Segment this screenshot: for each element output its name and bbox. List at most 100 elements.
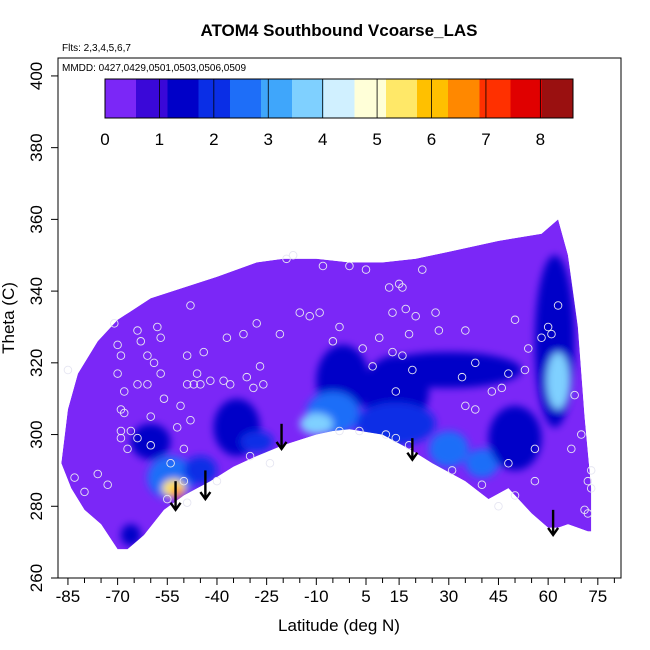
sample-point xyxy=(156,369,165,378)
sample-point xyxy=(487,387,497,396)
sample-point xyxy=(315,308,324,317)
colorbar-tick-label: 0 xyxy=(100,130,109,149)
sample-point xyxy=(172,423,182,432)
sample-point xyxy=(275,329,285,339)
sample-point xyxy=(153,322,162,332)
sample-point xyxy=(447,466,457,475)
hotspot xyxy=(488,405,542,471)
sample-point xyxy=(530,444,540,454)
sample-point xyxy=(361,265,371,274)
sample-point xyxy=(80,487,89,497)
sample-point xyxy=(143,351,152,360)
sample-point xyxy=(245,451,255,461)
colorbar-rect xyxy=(104,78,574,119)
sample-point xyxy=(434,326,444,335)
sample-point xyxy=(225,380,235,389)
sample-point xyxy=(282,254,291,264)
sample-point xyxy=(146,412,155,421)
sample-point xyxy=(196,380,205,389)
sample-point xyxy=(398,283,407,292)
sample-point xyxy=(156,333,165,342)
arrow xyxy=(406,438,419,462)
x-tick-label: -40 xyxy=(205,587,230,606)
plot-frame xyxy=(57,57,622,579)
sample-point xyxy=(510,315,520,325)
sample-point xyxy=(418,265,427,274)
sample-point xyxy=(110,319,119,328)
y-tick-label: 400 xyxy=(27,62,46,90)
sample-point xyxy=(143,380,152,389)
sample-point xyxy=(179,476,189,486)
hotspot xyxy=(240,430,274,453)
x-tick-label: -25 xyxy=(254,587,279,606)
sample-point xyxy=(179,444,189,454)
colorbar-tick-label: 1 xyxy=(155,130,164,149)
sample-point xyxy=(504,369,513,378)
sample-point xyxy=(189,380,199,389)
sample-point xyxy=(318,261,328,271)
sample-point xyxy=(497,383,507,393)
y-tick-label: 340 xyxy=(27,277,46,305)
sample-point xyxy=(328,337,338,346)
y-tick-label: 380 xyxy=(27,133,46,161)
sample-point xyxy=(524,344,533,353)
sample-point xyxy=(384,283,394,292)
y-tick-label: 360 xyxy=(27,205,46,233)
x-tick-label: -70 xyxy=(105,587,130,606)
sample-point xyxy=(567,444,576,454)
y-tick-label: 260 xyxy=(27,564,46,592)
sample-point xyxy=(123,444,132,454)
sample-point xyxy=(182,380,192,389)
flight-arrows xyxy=(169,423,560,538)
sample-point xyxy=(408,365,417,375)
hotspot xyxy=(428,430,469,467)
sample-point xyxy=(182,351,192,360)
colorbar-tick-label: 2 xyxy=(209,130,218,149)
arrow xyxy=(275,423,288,451)
sample-point xyxy=(133,433,142,443)
sample-point xyxy=(199,347,208,357)
sample-point xyxy=(388,308,397,317)
colorbar-tick-label: 6 xyxy=(427,130,436,149)
sample-point xyxy=(133,380,142,389)
sample-point xyxy=(398,351,407,360)
sample-point xyxy=(388,347,397,357)
sample-point xyxy=(159,394,169,403)
sample-point xyxy=(577,430,586,439)
colorbar-tick-label: 5 xyxy=(372,130,381,149)
sample-point xyxy=(116,433,126,443)
sample-point xyxy=(374,333,384,342)
sample-point xyxy=(146,441,155,450)
x-tick-label: -55 xyxy=(155,587,180,606)
sample-point xyxy=(103,480,112,490)
sample-point xyxy=(206,376,215,386)
sample-point xyxy=(239,329,248,339)
hotspot xyxy=(171,486,183,498)
sample-point xyxy=(295,308,305,317)
sample-point xyxy=(119,387,129,396)
sample-point xyxy=(249,383,258,393)
sample-point xyxy=(553,301,563,310)
sample-point xyxy=(186,301,195,310)
sample-point xyxy=(136,337,146,346)
hotspot xyxy=(356,402,436,446)
sample-point xyxy=(358,344,367,353)
sample-point xyxy=(586,484,596,493)
sample-point xyxy=(543,322,553,332)
x-tick-label: 30 xyxy=(439,587,458,606)
sample-point xyxy=(355,426,364,436)
sample-point xyxy=(537,333,546,342)
sample-point xyxy=(391,433,401,443)
x-axis-label: Latitude (deg N) xyxy=(278,616,400,635)
sample-point xyxy=(116,351,126,360)
x-tick-label: -10 xyxy=(304,587,329,606)
sample-point xyxy=(163,494,172,504)
x-tick-label: 75 xyxy=(588,587,607,606)
sample-point xyxy=(477,480,487,490)
sample-point xyxy=(63,365,73,375)
sample-point xyxy=(404,329,414,339)
sample-point xyxy=(126,426,136,436)
sample-point xyxy=(192,369,202,378)
sample-point xyxy=(113,369,122,378)
